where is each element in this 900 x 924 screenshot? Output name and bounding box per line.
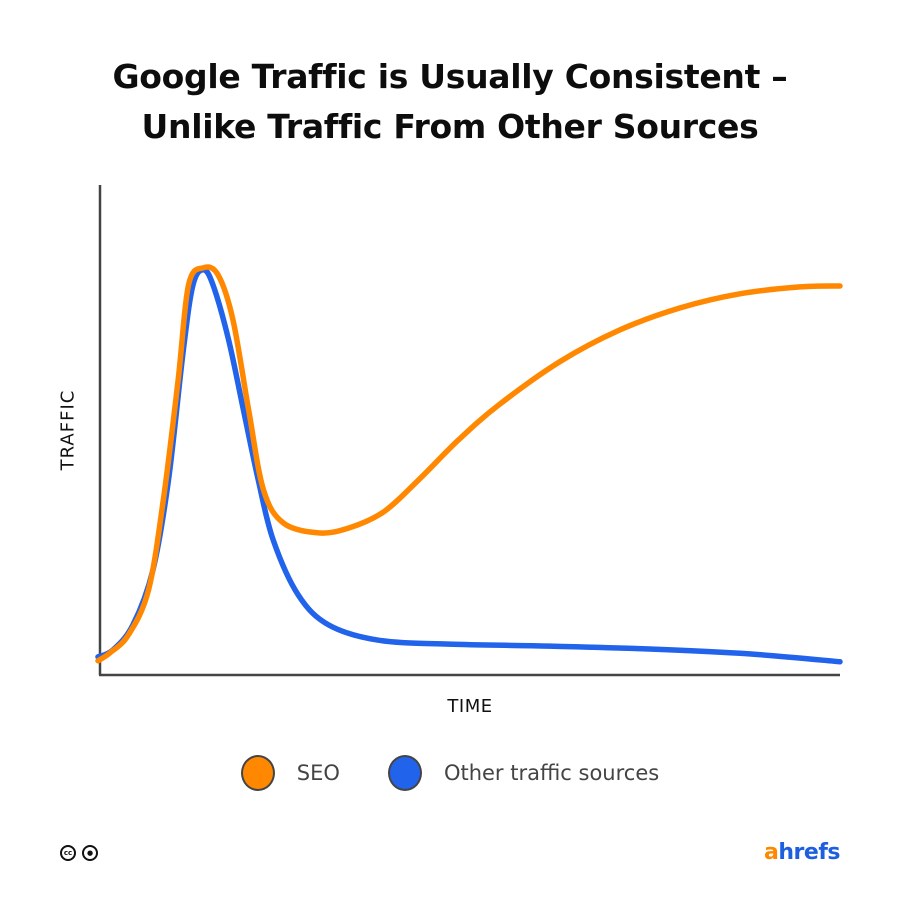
logo-a: a bbox=[764, 840, 779, 865]
by-icon: ● bbox=[82, 845, 98, 861]
logo-rest: hrefs bbox=[778, 840, 840, 865]
series-line-other-traffic bbox=[95, 267, 843, 665]
title-line-1: Google Traffic is Usually Consistent – bbox=[112, 57, 788, 96]
legend-swatch-other bbox=[387, 755, 422, 791]
legend-label-seo: SEO bbox=[296, 761, 340, 785]
legend: SEO Other traffic sources bbox=[0, 755, 900, 791]
title-line-2: Unlike Traffic From Other Sources bbox=[141, 107, 759, 146]
x-axis-label: TIME bbox=[447, 696, 493, 717]
legend-item-seo: SEO bbox=[240, 755, 340, 791]
y-axis-label: TRAFFIC bbox=[57, 389, 79, 471]
license-badges: cc ● bbox=[60, 845, 98, 861]
legend-swatch-seo bbox=[240, 755, 275, 791]
chart-title: Google Traffic is Usually Consistent – U… bbox=[0, 52, 900, 152]
ahrefs-logo: ahrefs bbox=[764, 840, 840, 865]
series-line-seo bbox=[95, 264, 843, 664]
cc-icon: cc bbox=[60, 845, 76, 861]
legend-label-other: Other traffic sources bbox=[443, 761, 660, 785]
legend-item-other: Other traffic sources bbox=[387, 755, 660, 791]
